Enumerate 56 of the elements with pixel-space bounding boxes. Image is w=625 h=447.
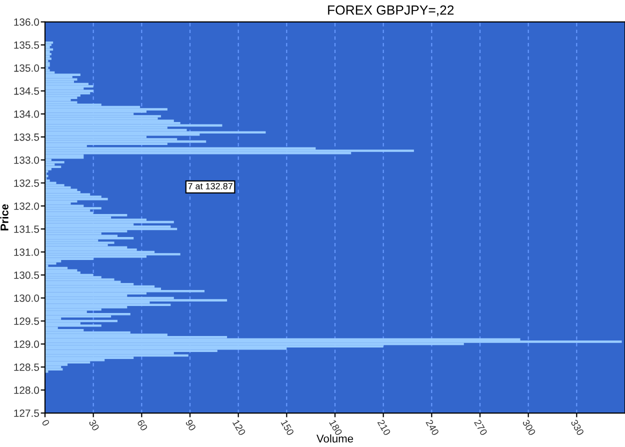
- x-tick-label: 300: [522, 419, 536, 436]
- annotation: 7 at 132.87: [188, 182, 232, 190]
- bar: [45, 92, 90, 94]
- chart-title: FOREX GBPJPY=,22: [328, 5, 454, 16]
- x-tick-label: 0: [42, 419, 50, 427]
- bar: [45, 156, 84, 159]
- bar: [45, 50, 50, 53]
- y-tick-label: 135.0: [14, 64, 40, 72]
- bar: [45, 131, 266, 134]
- bar: [45, 58, 52, 60]
- x-tick-label: 270: [474, 419, 488, 436]
- x-tick-label: 210: [377, 419, 391, 436]
- bar: [45, 207, 102, 210]
- x-tick-label: 330: [570, 419, 584, 436]
- bar: [45, 368, 63, 370]
- y-tick-label: 129.5: [14, 318, 40, 325]
- bar: [45, 166, 62, 168]
- bar: [45, 237, 134, 240]
- y-tick-label: 129.0: [14, 340, 40, 348]
- bar: [45, 340, 622, 343]
- x-tick-label: 30: [88, 419, 100, 432]
- x-tick-label: 120: [232, 419, 246, 436]
- y-tick-label: 131.5: [14, 225, 40, 233]
- bar: [45, 74, 80, 76]
- x-tick-label: 150: [280, 419, 294, 436]
- y-tick-label: 132.0: [14, 202, 40, 210]
- y-tick-label: 136.0: [14, 18, 40, 26]
- y-tick-label: 132.5: [14, 179, 40, 187]
- bar: [45, 269, 78, 272]
- bar: [45, 324, 102, 327]
- bar: [45, 299, 228, 302]
- y-tick-label: 133.0: [14, 156, 40, 164]
- y-tick-label: 131.0: [14, 248, 40, 256]
- x-tick-label: 60: [136, 419, 148, 432]
- y-axis-title: Price: [0, 204, 8, 230]
- y-tick-label: 135.5: [14, 41, 40, 49]
- x-tick-label: 240: [426, 419, 440, 436]
- y-tick-label: 130.5: [14, 271, 40, 279]
- bar: [45, 64, 50, 67]
- bar: [45, 304, 171, 306]
- y-tick-label: 130.0: [14, 294, 40, 302]
- y-tick-label: 133.5: [14, 133, 40, 141]
- y-tick-label: 134.5: [14, 87, 40, 95]
- y-tick-label: 128.5: [14, 364, 40, 371]
- y-tick-label: 134.0: [14, 110, 40, 118]
- x-axis-title: Volume: [316, 434, 354, 443]
- x-tick-label: 90: [185, 419, 196, 432]
- y-tick-label: 127.5: [14, 410, 40, 417]
- bar: [45, 214, 128, 216]
- bar: [45, 46, 50, 48]
- bar: [45, 41, 54, 44]
- x-tick-label: 180: [329, 419, 343, 436]
- bar: [45, 253, 180, 256]
- bar: [45, 161, 64, 164]
- y-tick-label: 128.0: [14, 386, 40, 394]
- bar: [45, 150, 414, 152]
